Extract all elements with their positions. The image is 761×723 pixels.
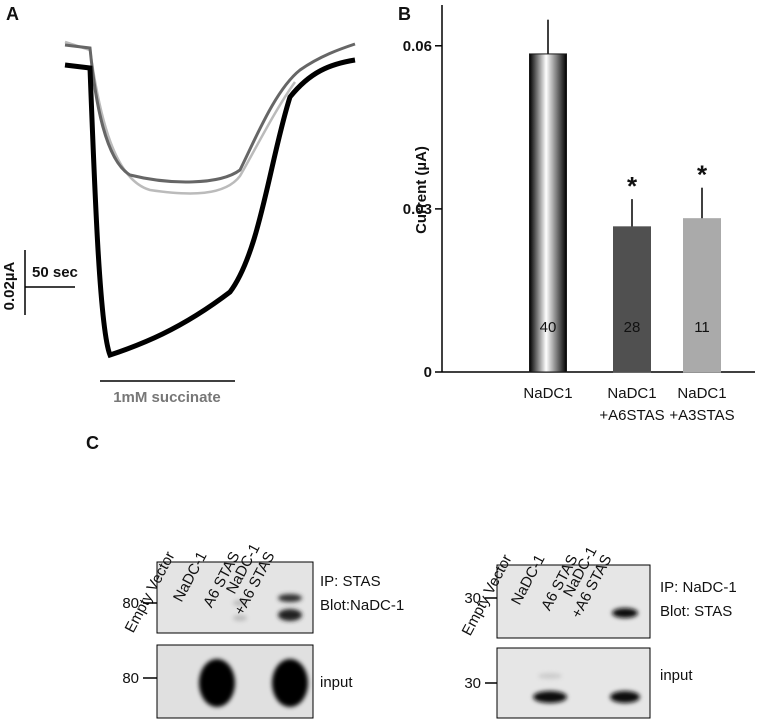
blot-label: input — [660, 667, 693, 684]
x-tick-label: NaDC1 — [523, 385, 572, 402]
bar — [529, 53, 567, 373]
x-tick-label: +A3STAS — [669, 407, 734, 424]
panel-label: C — [86, 433, 99, 453]
x-tick-label: +A6STAS — [599, 407, 664, 424]
blot-label: IP: STAS — [320, 573, 381, 590]
trace — [64, 40, 297, 195]
bands — [533, 608, 640, 703]
traces — [64, 40, 356, 359]
trace — [64, 42, 356, 184]
scale-label: 50 sec — [32, 264, 78, 281]
stimulus-label: 1mM succinate — [113, 389, 221, 406]
panel-label: B — [398, 4, 411, 24]
marker-label: 80 — [122, 595, 139, 612]
trace — [64, 57, 356, 359]
y-tick-label: 0.03 — [403, 201, 432, 218]
n-label: 28 — [624, 319, 641, 336]
y-tick-label: 0.06 — [403, 38, 432, 55]
marker-label: 30 — [464, 675, 481, 692]
blot-label: input — [320, 674, 353, 691]
y-axis-label: Current (µA) — [413, 146, 430, 234]
x-tick-label: NaDC1 — [677, 385, 726, 402]
scale-label: 0.02µA — [1, 261, 18, 310]
blot-left — [156, 561, 314, 719]
marker-label: 80 — [122, 670, 139, 687]
n-label: 40 — [540, 319, 557, 336]
blot — [496, 647, 651, 719]
blot-label: IP: NaDC-1 — [660, 579, 737, 596]
x-tick-label: NaDC1 — [607, 385, 656, 402]
blot-label: Blot:NaDC-1 — [320, 597, 404, 614]
marker-label: 30 — [464, 590, 481, 607]
blot — [496, 564, 651, 639]
blot-right — [496, 564, 651, 719]
n-label: 11 — [694, 319, 710, 336]
panel-label: A — [6, 4, 19, 24]
bar — [613, 226, 651, 373]
blot-label: Blot: STAS — [660, 603, 732, 620]
y-tick-label: 0 — [424, 364, 432, 381]
bar — [683, 218, 721, 373]
bar-chart: 0 0.03 0.06 40 NaDC1 * 28 NaDC1 +A6STAS * 11 NaDC1 +… — [403, 19, 735, 424]
significance: * — [627, 171, 638, 201]
significance: * — [697, 160, 708, 190]
bands — [199, 594, 308, 707]
